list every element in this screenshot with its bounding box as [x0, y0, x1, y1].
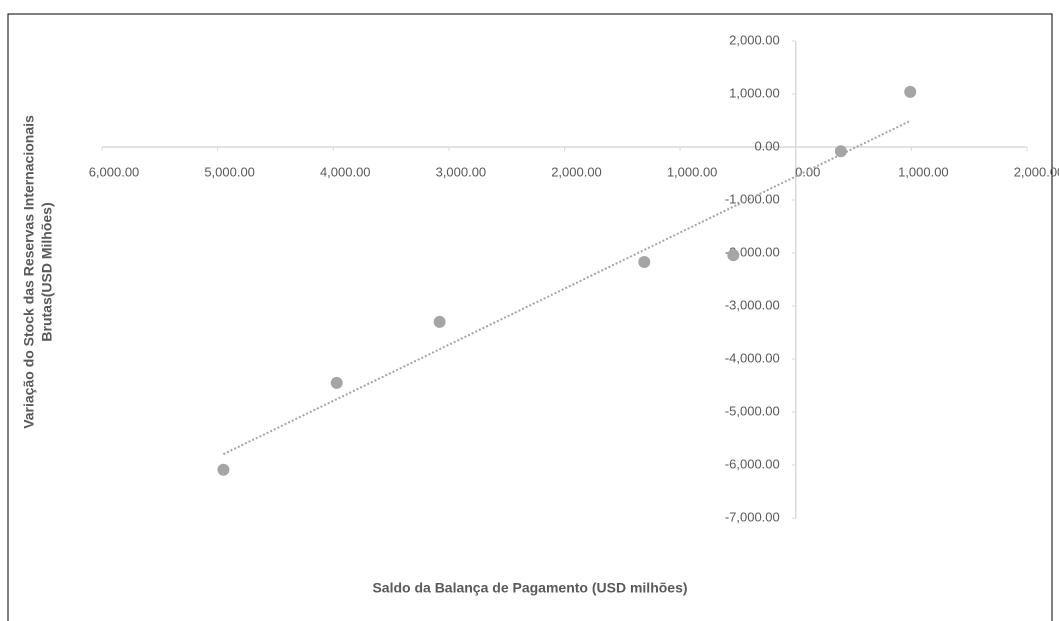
y-axis-title-line: Variação do Stock das Reservas Internaci… [21, 115, 37, 429]
x-axis-title: Saldo da Balança de Pagamento (USD milhõ… [372, 580, 687, 596]
x-tick-label: 2,000.00 [1014, 164, 1059, 179]
y-tick-label: 0.00 [754, 138, 779, 153]
x-tick-label: 4,000.00 [320, 164, 371, 179]
x-tick-label: 3,000.00 [436, 164, 487, 179]
x-tick-label: 2,000.00 [551, 164, 602, 179]
x-tick-label: 5,000.00 [204, 164, 255, 179]
x-tick-label: 0.00 [795, 164, 820, 179]
x-tick-label: 1,000.00 [667, 164, 718, 179]
point [727, 249, 740, 262]
y-axis-title-line: Brutas(USD Milhões) [39, 202, 55, 341]
y-tick-label: -5,000.00 [725, 403, 780, 418]
point [834, 145, 847, 158]
y-tick-label: 1,000.00 [729, 85, 780, 100]
point [904, 85, 917, 98]
x-tick-label: 6,000.00 [89, 164, 140, 179]
point [433, 315, 446, 328]
point [330, 376, 343, 389]
y-tick-label: -1,000.00 [725, 191, 780, 206]
y-tick-label: -7,000.00 [725, 509, 780, 524]
x-tick-label: 1,000.00 [898, 164, 949, 179]
point [217, 463, 230, 476]
y-tick-label: -4,000.00 [725, 350, 780, 365]
point [638, 256, 651, 269]
y-axis-title: Variação do Stock das Reservas Internaci… [21, 115, 55, 429]
chart-border [7, 13, 1053, 621]
y-tick-label: 2,000.00 [729, 32, 780, 47]
y-tick-label: -3,000.00 [725, 297, 780, 312]
y-tick-label: -6,000.00 [725, 456, 780, 471]
trendline [222, 119, 911, 456]
